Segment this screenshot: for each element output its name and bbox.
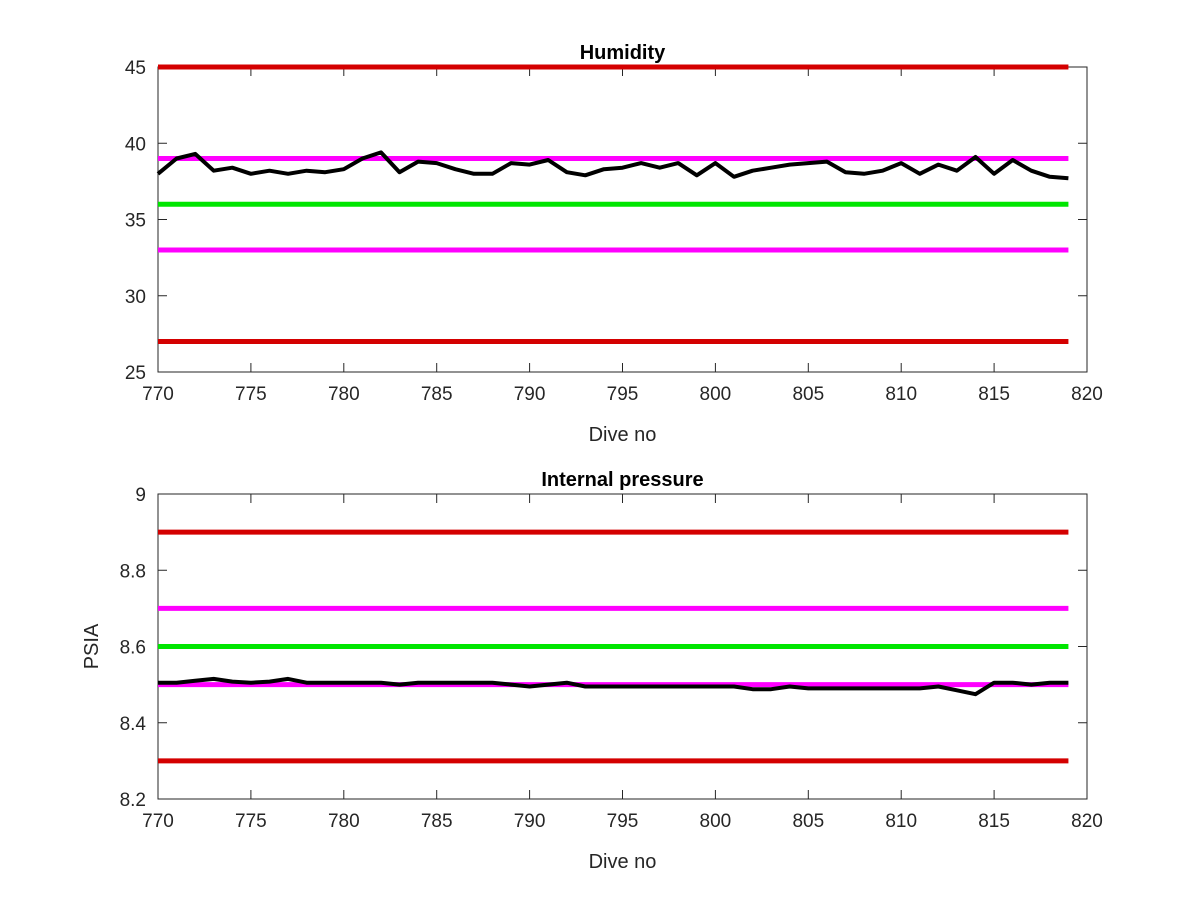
x-tick-label: 790 <box>514 811 546 832</box>
y-tick-label: 40 <box>125 134 146 155</box>
x-tick-label: 805 <box>792 811 824 832</box>
y-tick-label: 8.2 <box>120 790 146 811</box>
x-tick-label: 785 <box>421 384 453 405</box>
chart-title: Internal pressure <box>541 469 703 491</box>
x-tick-label: 780 <box>328 384 360 405</box>
x-tick-label: 810 <box>885 384 917 405</box>
y-tick-label: 8.4 <box>120 714 147 735</box>
plot-area <box>157 66 1088 373</box>
y-tick-label: 35 <box>125 211 146 232</box>
y-tick-label: 9 <box>135 485 146 506</box>
x-tick-label: 810 <box>885 811 917 832</box>
chart-title: Humidity <box>580 42 666 64</box>
x-tick-label: 780 <box>328 811 360 832</box>
x-tick-label: 820 <box>1071 384 1103 405</box>
x-tick-label: 775 <box>235 384 267 405</box>
x-tick-label: 785 <box>421 811 453 832</box>
x-tick-label: 770 <box>142 384 174 405</box>
x-tick-label: 770 <box>142 811 174 832</box>
x-axis-label: Dive no <box>589 424 657 446</box>
x-tick-label: 800 <box>700 384 732 405</box>
humidity-chart: 770 775 780 785 790 795 800 805 810 815 820 25 30 35 4… <box>125 42 1103 446</box>
x-tick-label: 820 <box>1071 811 1103 832</box>
x-tick-label: 795 <box>607 811 639 832</box>
y-tick-label: 8.8 <box>120 561 146 582</box>
data-series-line <box>158 676 1069 697</box>
y-tick-label: 8.6 <box>120 638 146 659</box>
x-tick-label: 800 <box>700 811 732 832</box>
x-tick-label: 815 <box>978 384 1010 405</box>
y-tick-label: 25 <box>125 363 146 384</box>
y-tick-label: 30 <box>125 287 146 308</box>
x-tick-label: 805 <box>792 384 824 405</box>
x-tick-label: 775 <box>235 811 267 832</box>
x-tick-label: 795 <box>607 384 639 405</box>
y-axis-label: PSIA <box>81 623 103 669</box>
x-tick-label: 815 <box>978 811 1010 832</box>
data-series-line <box>156 150 1069 181</box>
x-axis-label: Dive no <box>589 851 657 873</box>
x-tick-label: 790 <box>514 384 546 405</box>
y-tick-label: 45 <box>125 58 146 79</box>
internal-pressure-chart: 770 775 780 785 790 795 800 805 810 815 820 8.2 8.4 8… <box>81 469 1103 873</box>
